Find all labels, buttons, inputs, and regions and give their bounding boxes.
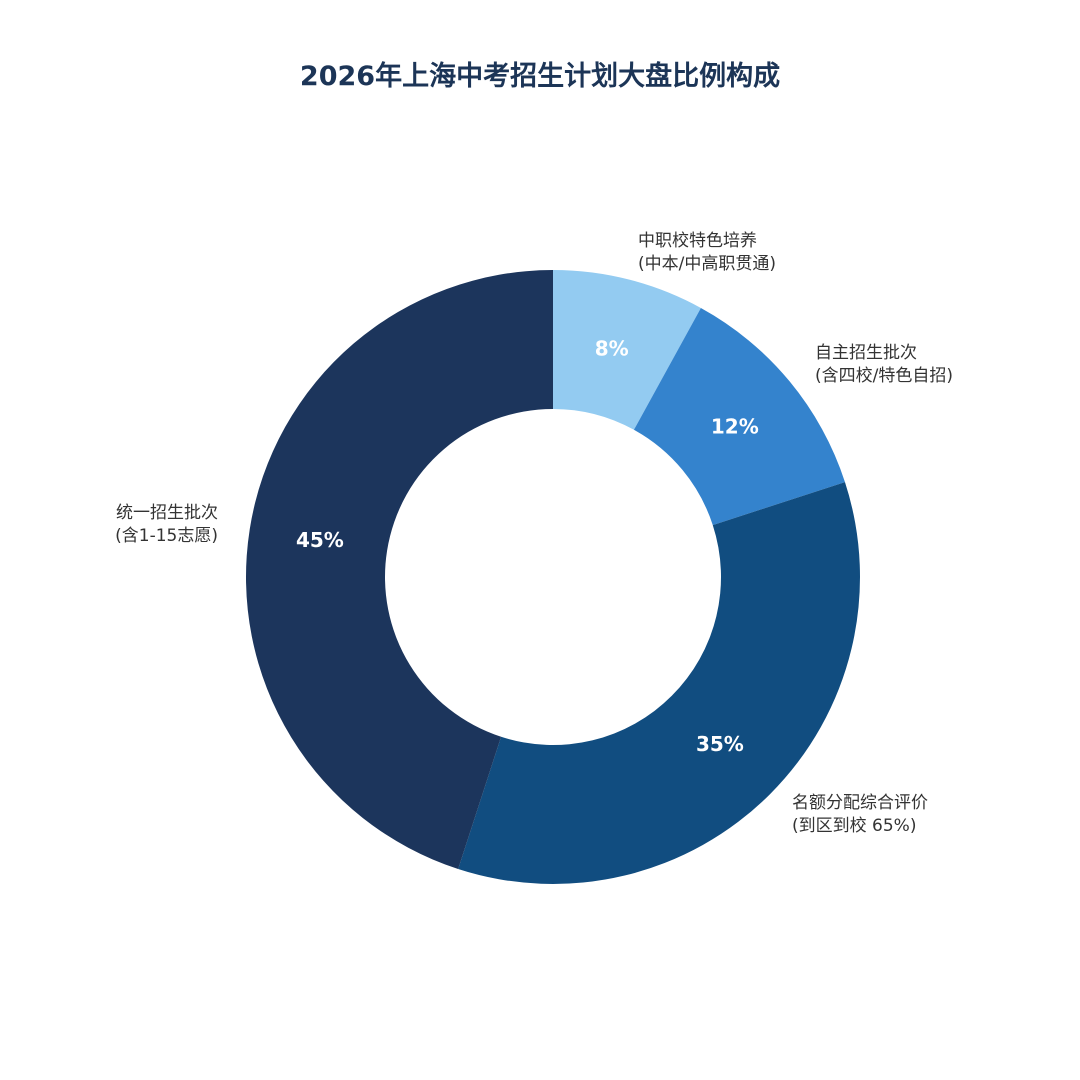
- slice-value-label-1: 8%: [595, 336, 629, 360]
- slice-category-name: 统一招生批次: [116, 503, 218, 523]
- donut-slice-2: [633, 307, 845, 526]
- slice-value-label-2: 12%: [711, 415, 759, 439]
- slice-category-sublabel: (含1-15志愿): [115, 526, 218, 546]
- donut-slice-1: [553, 270, 701, 430]
- slice-category-label-3: 名额分配综合评价 (到区到校 65%): [792, 793, 928, 836]
- donut-slice-4: [245, 270, 553, 869]
- slice-category-sublabel: (中本/中高职贯通): [638, 254, 776, 274]
- slice-category-name: 名额分配综合评价: [792, 793, 928, 813]
- slice-category-name: 中职校特色培养: [638, 231, 757, 251]
- slice-category-name: 自主招生批次: [815, 343, 917, 363]
- slice-category-sublabel: (含四校/特色自招): [815, 366, 953, 386]
- slice-category-sublabel: (到区到校 65%): [792, 816, 916, 836]
- slice-category-label-2: 自主招生批次 (含四校/特色自招): [815, 343, 953, 386]
- slice-value-label-4: 45%: [296, 528, 344, 552]
- slice-category-label-1: 中职校特色培养 (中本/中高职贯通): [638, 231, 776, 274]
- chart-title: 2026年上海中考招生计划大盘比例构成: [299, 61, 781, 92]
- donut-slice-3: [458, 482, 860, 885]
- slice-category-label-4: 统一招生批次 (含1-15志愿): [115, 503, 218, 546]
- slice-value-label-3: 35%: [696, 732, 744, 756]
